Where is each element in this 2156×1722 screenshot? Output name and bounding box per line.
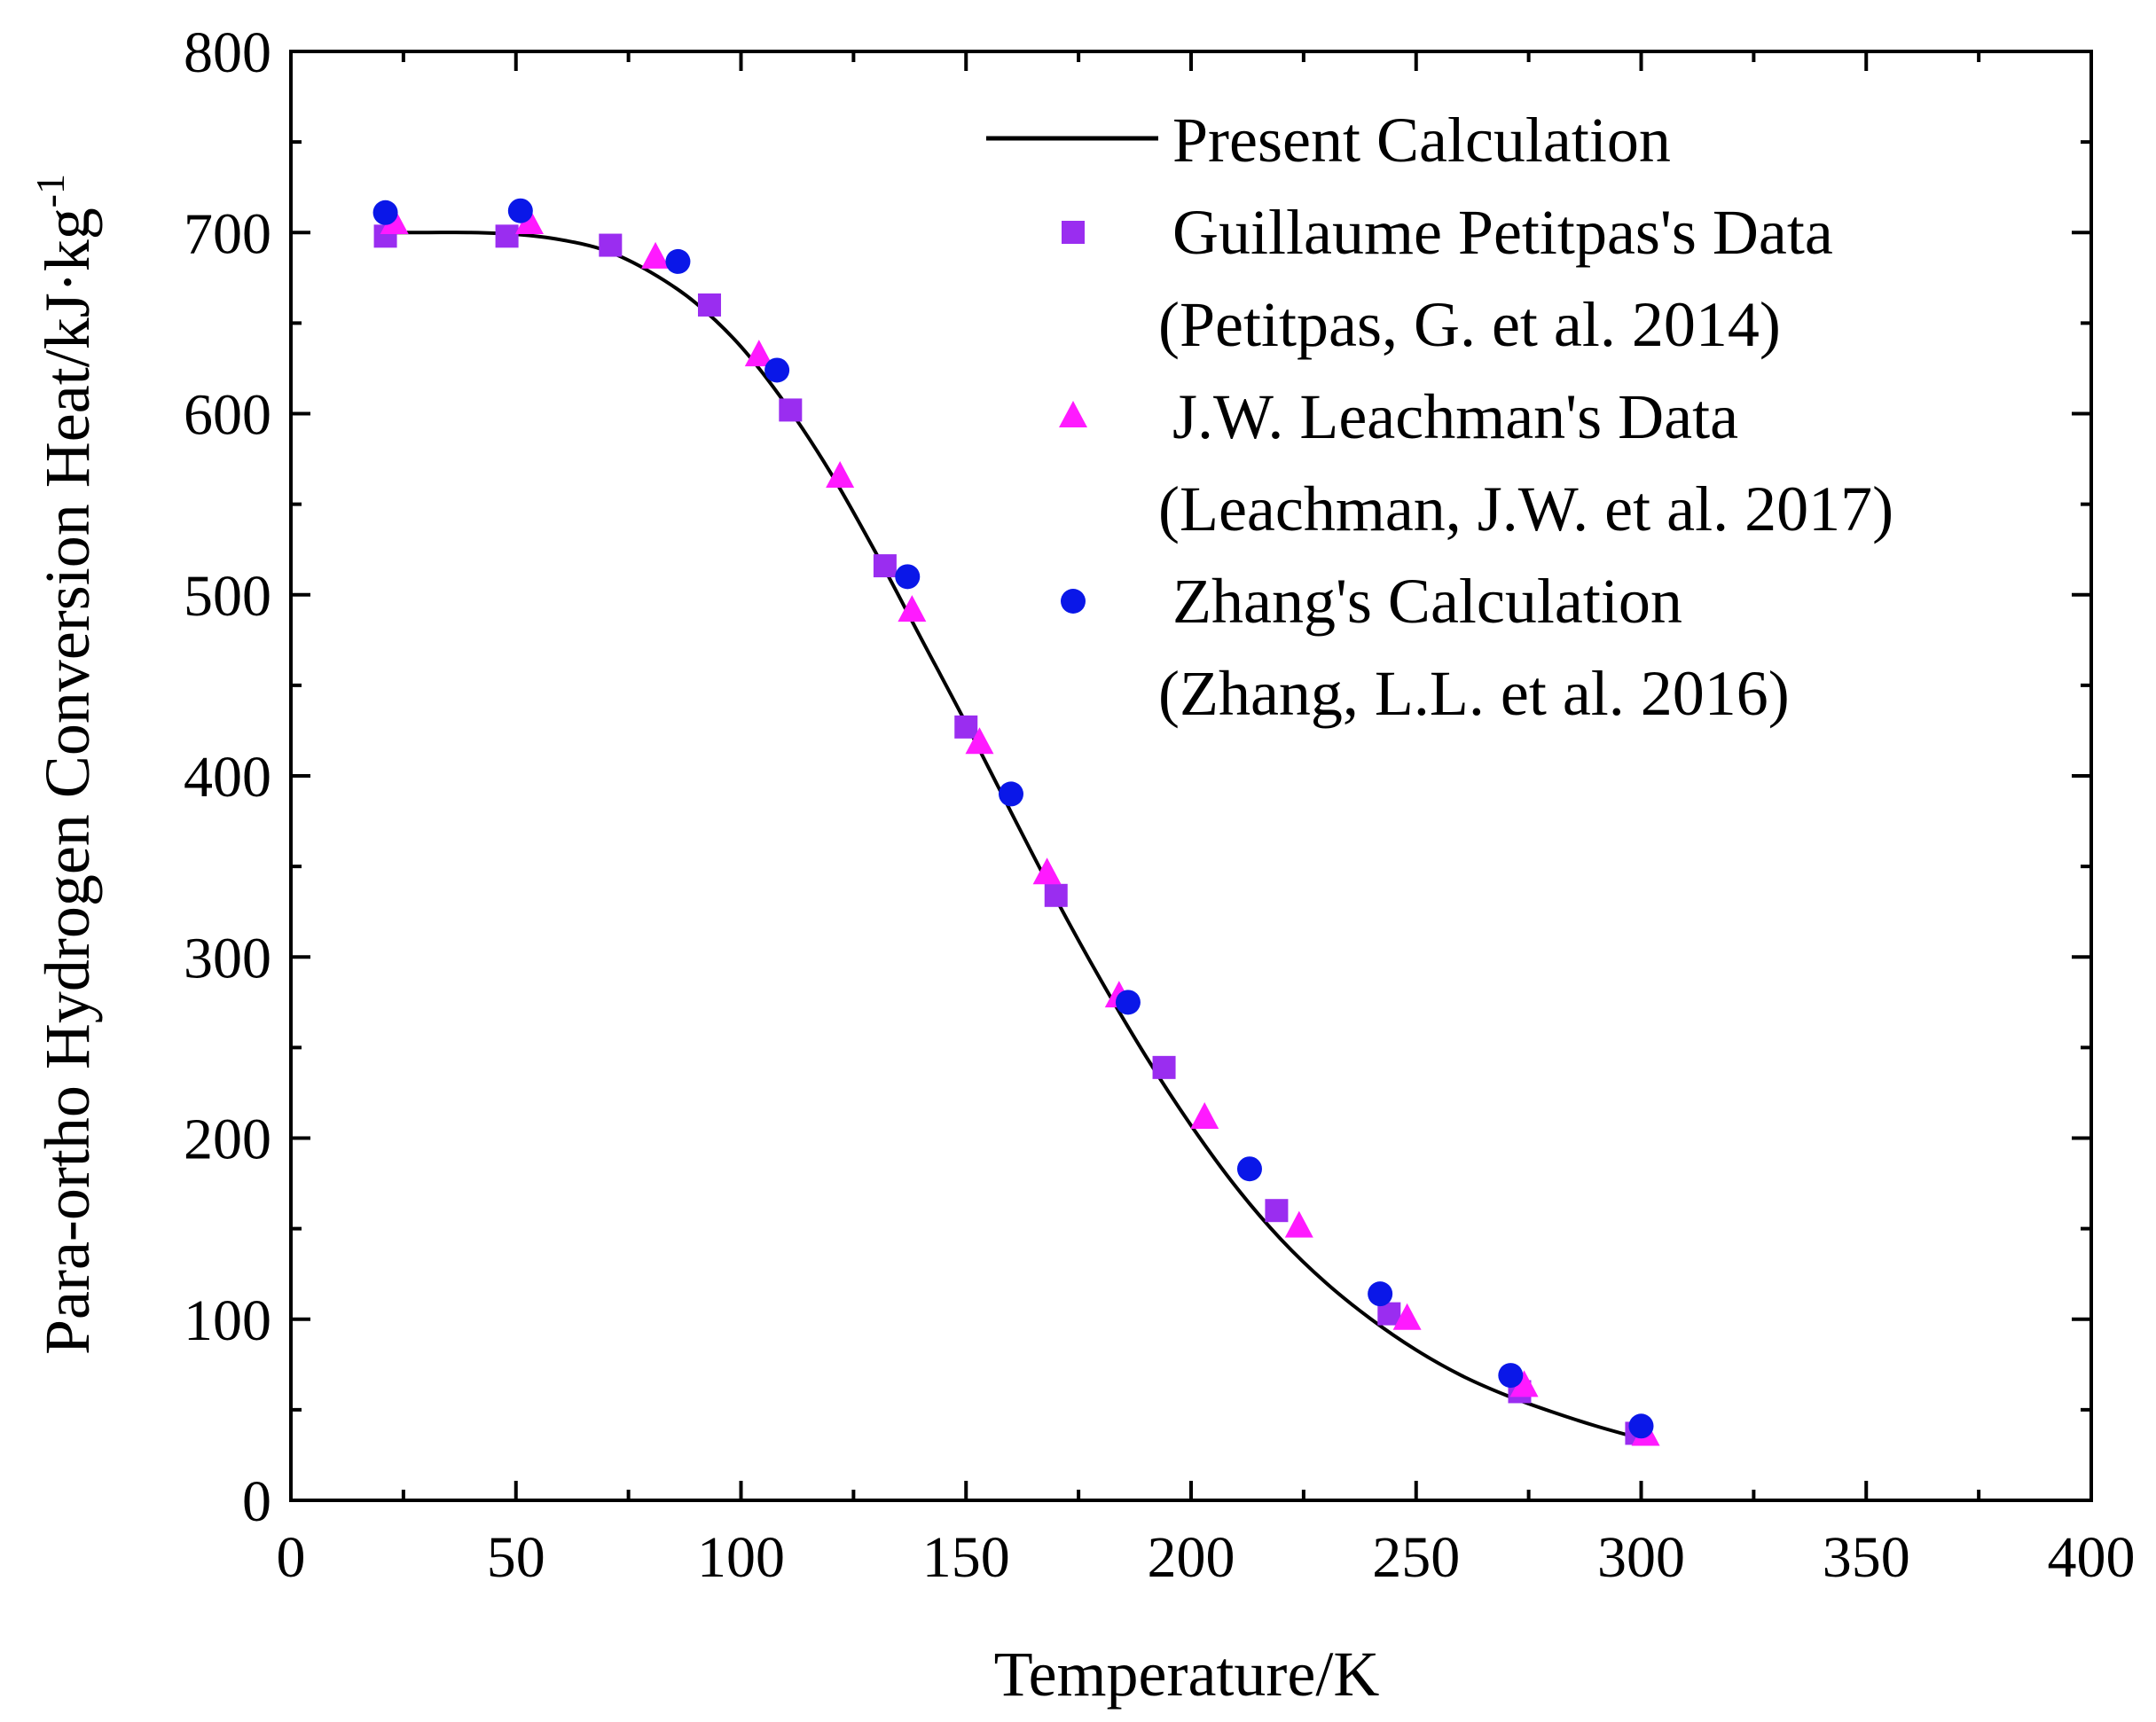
data-point-circle (372, 200, 398, 225)
marker-layer (372, 198, 1660, 1446)
data-point-triangle (641, 241, 670, 269)
data-point-square (1152, 1055, 1176, 1079)
legend-citation: (Leachman, J.W. et al. 2017) (1158, 474, 1893, 544)
y-tick-label: 800 (184, 20, 271, 85)
y-tick-label: 300 (184, 926, 271, 990)
data-point-triangle (1190, 1102, 1219, 1130)
plot-area (372, 198, 1660, 1446)
data-point-circle (1628, 1413, 1654, 1439)
data-point-circle (764, 357, 790, 383)
data-point-circle (665, 248, 691, 274)
data-point-circle (507, 198, 533, 223)
axes-frame (289, 50, 2093, 1502)
x-tick-label: 200 (1148, 1525, 1235, 1590)
data-point-circle (999, 781, 1023, 807)
y-axis-title-main: Para-ortho Hydrogen Conversion Heat/kJ·k… (32, 207, 103, 1355)
legend-marker-circle (1061, 589, 1086, 614)
legend-citation: (Petitpas, G. et al. 2014) (1158, 289, 1781, 360)
data-point-square (954, 715, 978, 739)
legend-label: J.W. Leachman's Data (1172, 381, 1738, 452)
data-point-triangle (898, 595, 927, 622)
x-tick-label: 350 (1823, 1525, 1910, 1590)
y-axis-title: Para-ortho Hydrogen Conversion Heat/kJ·k… (27, 174, 103, 1355)
data-point-circle (1498, 1363, 1524, 1389)
data-point-triangle (744, 340, 773, 367)
data-point-triangle (826, 460, 855, 488)
x-tick-label: 50 (487, 1525, 545, 1590)
data-point-circle (1236, 1156, 1262, 1182)
legend-label: Guillaume Petitpas's Data (1172, 197, 1833, 268)
series-circle-group (372, 198, 1654, 1439)
data-point-triangle (1509, 1370, 1539, 1397)
x-tick-label: 100 (697, 1525, 785, 1590)
data-point-square (697, 293, 721, 317)
data-point-square (1265, 1199, 1289, 1223)
data-point-triangle (965, 727, 994, 755)
legend-marker-triangle (1059, 401, 1087, 427)
data-point-triangle (1392, 1303, 1422, 1330)
y-tick-label: 100 (184, 1288, 271, 1353)
legend-citation: (Zhang, L.L. et al. 2016) (1158, 658, 1790, 729)
data-point-circle (1368, 1281, 1393, 1307)
legend-label: Zhang's Calculation (1172, 566, 1682, 637)
y-tick-label: 400 (184, 745, 271, 810)
data-point-square (873, 554, 897, 578)
y-axis-title-superscript: -1 (27, 174, 73, 207)
y-tick-label: 600 (184, 383, 271, 448)
data-point-square (779, 398, 803, 422)
legend-label: Present Calculation (1172, 105, 1671, 176)
x-tick-label: 300 (1597, 1525, 1685, 1590)
legend-marker-square (1062, 221, 1085, 244)
legend: Present Calculation Guillaume Petitpas's … (986, 105, 1893, 729)
data-point-triangle (514, 207, 544, 235)
x-axis-title: Temperature/K (994, 1639, 1380, 1710)
x-tick-label: 400 (2048, 1525, 2136, 1590)
data-point-square (1044, 883, 1068, 907)
data-point-square (495, 224, 519, 248)
y-tick-label: 500 (184, 564, 271, 629)
data-point-triangle (1032, 857, 1062, 885)
data-point-circle (1115, 990, 1141, 1015)
x-tick-label: 150 (922, 1525, 1010, 1590)
y-tick-label: 0 (242, 1469, 271, 1534)
data-point-triangle (1284, 1210, 1313, 1238)
y-tick-label: 700 (184, 201, 271, 266)
x-tick-label: 250 (1372, 1525, 1460, 1590)
data-point-square (599, 233, 623, 257)
ticks-layer (289, 50, 2093, 1502)
y-tick-label: 200 (184, 1108, 271, 1172)
x-tick-label: 0 (277, 1525, 306, 1590)
series-triangle-group (380, 207, 1660, 1446)
data-point-circle (895, 564, 921, 590)
tick-labels-layer: 0 50 100 150 200 250 300 350 400 0 100 200 300 400 500… (184, 20, 2136, 1590)
